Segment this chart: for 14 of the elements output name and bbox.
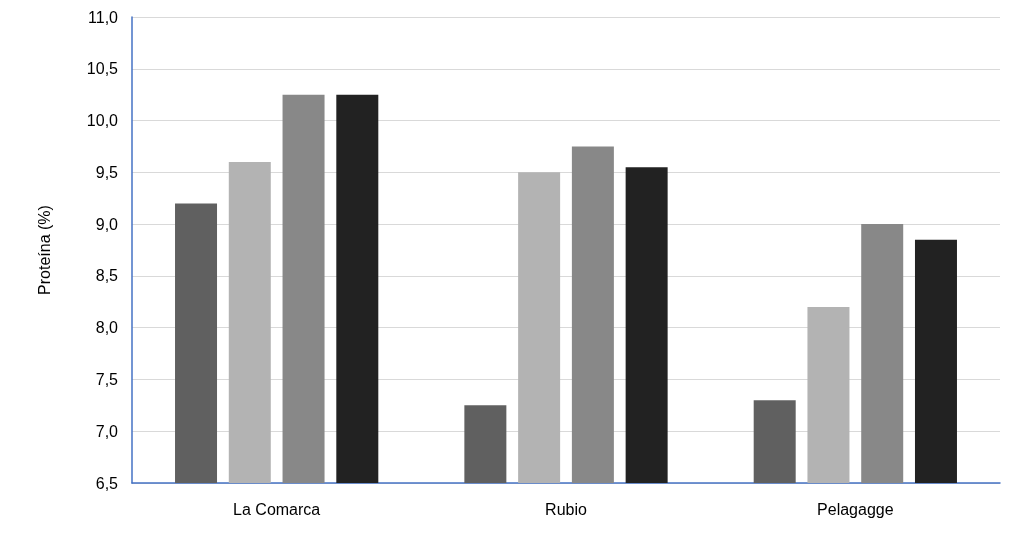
y-tick-label: 9,5 [95, 163, 119, 181]
x-tick-label: La Comarca [233, 500, 321, 518]
y-tick-label: 9,0 [95, 215, 119, 233]
y-tick-label: 7,0 [95, 422, 119, 440]
x-tick-label: Rubio [545, 500, 587, 518]
y-tick-label: 11,0 [88, 8, 119, 26]
y-tick-label: 7,5 [95, 370, 119, 388]
y-tick-label: 6,5 [95, 474, 119, 492]
y-tick-label: 10,0 [86, 112, 119, 130]
y-tick-label: 8,5 [95, 267, 119, 285]
y-axis-title: Proteína (%) [35, 205, 53, 295]
y-tick-label: 10,5 [86, 60, 119, 78]
y-tick-label: 8,0 [95, 319, 119, 337]
x-tick-label: Pelagagge [817, 500, 894, 518]
